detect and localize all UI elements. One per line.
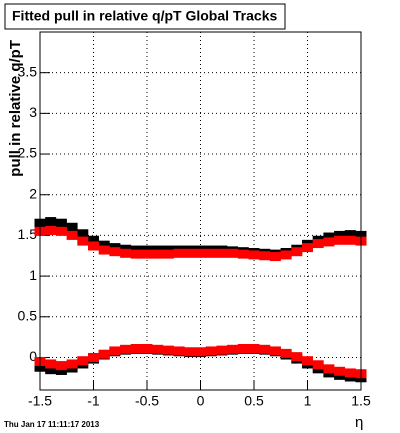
marker xyxy=(45,365,57,375)
marker xyxy=(291,352,303,362)
marker xyxy=(66,359,78,369)
marker xyxy=(141,249,153,259)
marker xyxy=(248,344,260,354)
marker xyxy=(66,222,78,232)
marker xyxy=(45,359,57,369)
x-tick-label: 1.5 xyxy=(351,393,371,409)
marker xyxy=(205,346,217,356)
marker xyxy=(344,230,356,240)
marker xyxy=(98,245,110,255)
marker xyxy=(344,368,356,378)
marker xyxy=(162,249,174,259)
marker xyxy=(109,346,121,356)
marker xyxy=(162,345,174,355)
marker xyxy=(259,344,271,354)
marker xyxy=(323,232,335,242)
marker xyxy=(141,344,153,354)
marker xyxy=(77,236,89,246)
marker xyxy=(109,247,121,257)
marker xyxy=(184,248,196,258)
marker xyxy=(55,361,67,371)
marker xyxy=(152,249,164,259)
x-tick-label: 1 xyxy=(304,393,312,409)
marker xyxy=(323,364,335,374)
x-axis-label: η xyxy=(355,414,363,431)
marker xyxy=(302,356,313,366)
title-box xyxy=(4,3,286,30)
x-tick-label: -1.5 xyxy=(28,393,52,409)
x-tick-label: 0.5 xyxy=(244,393,264,409)
y-tick-label: 3 xyxy=(29,104,37,120)
marker xyxy=(130,249,142,259)
marker xyxy=(334,230,346,240)
marker xyxy=(130,344,142,354)
marker xyxy=(98,349,110,359)
y-tick-label: 0 xyxy=(29,348,37,364)
marker xyxy=(323,237,335,247)
marker xyxy=(237,249,249,259)
marker xyxy=(248,250,260,260)
x-tick-label: -1 xyxy=(87,393,100,409)
marker xyxy=(259,251,271,261)
marker xyxy=(55,226,67,236)
x-tick-label: -0.5 xyxy=(135,393,159,409)
marker xyxy=(195,347,206,357)
marker xyxy=(312,239,324,249)
marker xyxy=(280,348,292,358)
chart-title: Fitted pull in relative q/pT Global Trac… xyxy=(12,8,277,24)
marker xyxy=(184,347,196,357)
marker xyxy=(344,235,356,245)
marker xyxy=(120,344,132,354)
y-axis-label: pull in relative q/pT xyxy=(7,40,24,177)
marker xyxy=(45,217,57,227)
marker xyxy=(280,250,292,260)
marker xyxy=(88,352,99,362)
y-tick-label: 2.5 xyxy=(18,145,38,161)
marker xyxy=(173,248,185,258)
marker xyxy=(173,346,185,356)
y-tick-label: 1 xyxy=(29,267,37,283)
x-tick-label: 0 xyxy=(197,393,205,409)
marker xyxy=(195,248,206,258)
frame xyxy=(39,31,362,391)
marker xyxy=(302,243,313,253)
marker xyxy=(77,356,89,366)
marker xyxy=(66,230,78,240)
y-tick-label: 0.5 xyxy=(18,307,38,323)
marker xyxy=(55,218,67,228)
marker xyxy=(88,241,99,251)
marker xyxy=(227,344,239,354)
y-tick-label: 3.5 xyxy=(18,63,38,79)
marker xyxy=(205,248,217,258)
y-tick-label: 2 xyxy=(29,185,37,201)
marker xyxy=(120,248,132,258)
marker xyxy=(227,248,239,258)
marker xyxy=(77,229,89,239)
marker xyxy=(45,226,57,236)
marker xyxy=(312,360,324,370)
marker xyxy=(334,235,346,245)
marker xyxy=(269,346,281,356)
marker xyxy=(216,248,228,258)
marker xyxy=(152,344,164,354)
marker xyxy=(98,240,110,250)
marker xyxy=(291,247,303,257)
y-tick-label: 1.5 xyxy=(18,226,38,242)
marker xyxy=(269,252,281,262)
marker xyxy=(88,235,99,245)
marker xyxy=(216,345,228,355)
marker xyxy=(55,365,67,375)
timestamp: Thu Jan 17 11:11:17 2013 xyxy=(4,420,100,429)
marker xyxy=(334,366,346,376)
marker xyxy=(237,344,249,354)
